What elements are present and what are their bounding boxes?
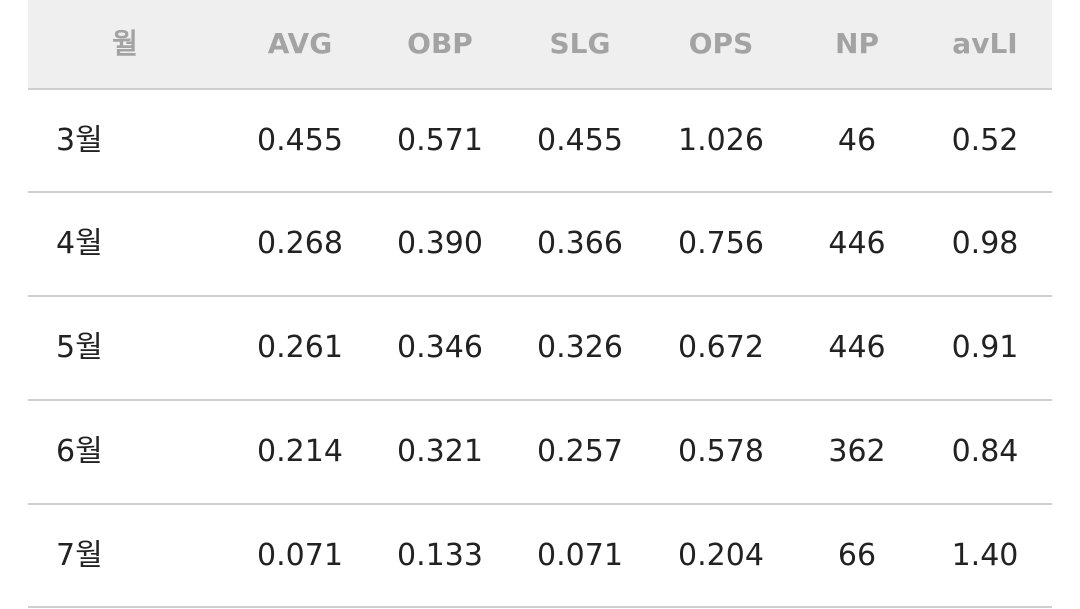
row-divider xyxy=(28,191,1052,193)
stat-cell: 0.672 xyxy=(678,329,764,365)
header-cell: 월 xyxy=(112,27,138,60)
stat-cell: 0.84 xyxy=(951,433,1019,469)
row-divider xyxy=(28,295,1052,297)
stat-cell: 66 xyxy=(837,537,877,573)
stat-cell: 0.98 xyxy=(951,225,1019,261)
month-cell: 4월 xyxy=(56,225,103,261)
stat-cell: 0.214 xyxy=(257,433,343,469)
stat-cell: 0.756 xyxy=(678,225,764,261)
stat-cell: 0.52 xyxy=(951,122,1019,158)
row-divider xyxy=(28,606,1052,608)
stat-cell: 0.071 xyxy=(537,537,623,573)
header-row xyxy=(28,0,1052,88)
stat-cell: 0.455 xyxy=(537,122,623,158)
header-cell: NP xyxy=(835,27,879,60)
stat-cell: 0.326 xyxy=(537,329,623,365)
stat-cell: 446 xyxy=(828,225,886,261)
month-cell: 5월 xyxy=(56,329,103,365)
row-divider xyxy=(28,399,1052,401)
header-cell: AVG xyxy=(267,27,333,60)
stat-cell: 46 xyxy=(837,122,877,158)
stat-cell: 362 xyxy=(828,433,886,469)
stats-table: 월 AVG OBP SLG OPS NP avLI 3월 0.455 0.571 0.455 1.02… xyxy=(28,0,1052,609)
row-divider xyxy=(28,88,1052,90)
stat-cell: 1.026 xyxy=(678,122,764,158)
month-cell: 7월 xyxy=(56,537,103,573)
header-cell: OPS xyxy=(688,27,754,60)
stat-cell: 0.390 xyxy=(397,225,483,261)
stat-cell: 0.257 xyxy=(537,433,623,469)
stat-cell: 0.578 xyxy=(678,433,764,469)
header-cell: SLG xyxy=(549,27,611,60)
stat-cell: 446 xyxy=(828,329,886,365)
stat-cell: 0.91 xyxy=(951,329,1019,365)
stat-cell: 0.346 xyxy=(397,329,483,365)
stat-cell: 0.261 xyxy=(257,329,343,365)
stat-cell: 1.40 xyxy=(951,537,1019,573)
header-cell: avLI xyxy=(952,27,1018,60)
month-cell: 3월 xyxy=(56,122,103,158)
month-cell: 6월 xyxy=(56,433,103,469)
row-divider xyxy=(28,503,1052,505)
stat-cell: 0.133 xyxy=(397,537,483,573)
stat-cell: 0.571 xyxy=(397,122,483,158)
stat-cell: 0.366 xyxy=(537,225,623,261)
stat-cell: 0.204 xyxy=(678,537,764,573)
stat-cell: 0.455 xyxy=(257,122,343,158)
header-cell: OBP xyxy=(407,27,473,60)
stat-cell: 0.321 xyxy=(397,433,483,469)
stat-cell: 0.071 xyxy=(257,537,343,573)
stat-cell: 0.268 xyxy=(257,225,343,261)
